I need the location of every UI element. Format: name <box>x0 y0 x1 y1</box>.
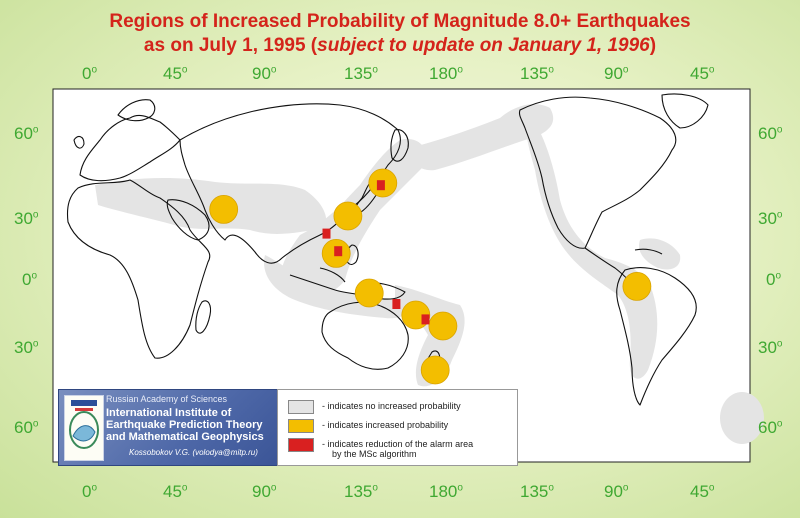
legend-label-increased: - indicates increased probability <box>322 420 449 430</box>
map-legend: - indicates no increased probability - i… <box>277 389 518 466</box>
reduction-zone-1 <box>322 228 331 239</box>
caribbean-islands-coast <box>634 248 663 255</box>
institute-emblem-icon <box>64 395 104 461</box>
lon-label-bottom-45w: 45o <box>690 482 715 501</box>
lat-label-left-60s: 60o <box>14 418 39 437</box>
lon-label-top-135e: 135o <box>344 64 378 83</box>
lon-label-bottom-180: 180o <box>429 482 463 501</box>
reduction-zone-4 <box>421 314 430 325</box>
lat-label-right-60s: 60o <box>758 418 783 437</box>
map-title-line1: Regions of Increased Probability of Magn… <box>109 11 691 32</box>
lon-label-top-135w: 135o <box>520 64 554 83</box>
arabia-coast <box>166 199 210 241</box>
lon-label-top-45w: 45o <box>690 64 715 83</box>
greenland-coast <box>661 93 709 129</box>
institute-name-line3: and Mathematical Geophysics <box>106 431 264 443</box>
kamchatka-coast <box>390 129 409 162</box>
increased-zone-0 <box>209 194 239 224</box>
europe-coast <box>79 114 181 182</box>
caribbean-belt <box>639 238 681 270</box>
africa-coast <box>66 179 211 359</box>
lon-label-top-90w: 90o <box>604 64 629 83</box>
north-america-coast <box>518 96 677 249</box>
increased-zone-6 <box>428 311 458 341</box>
madagascar-coast <box>195 300 212 334</box>
lon-label-bottom-0: 0o <box>82 482 98 501</box>
lon-label-top-45e: 45o <box>163 64 188 83</box>
lon-label-top-180: 180o <box>429 64 463 83</box>
western-americas-belt <box>526 115 658 379</box>
coastlines <box>66 93 709 406</box>
author-credit: Kossobokov V.G. (volodya@mitp.ru) <box>129 448 258 457</box>
academy-name: Russian Academy of Sciences <box>106 394 228 404</box>
increased-zone-4 <box>354 278 384 308</box>
australia-coast <box>321 301 409 370</box>
lon-label-bottom-90w: 90o <box>604 482 629 501</box>
lat-label-left-0: 0o <box>22 270 38 289</box>
lon-label-bottom-45e: 45o <box>163 482 188 501</box>
aleutian-belt <box>409 104 554 171</box>
legend-swatch-yellow <box>288 419 314 433</box>
south-sandwich-zone <box>720 392 764 444</box>
lat-label-right-30s: 30o <box>758 338 783 357</box>
legend-label-reduction-line1: - indicates reduction of the alarm area <box>322 439 474 449</box>
title-date: as on July 1, 1995 ( <box>143 35 318 56</box>
lon-label-top-0: 0o <box>82 64 98 83</box>
institute-name-line2: Earthquake Prediction Theory <box>106 419 263 431</box>
reduction-zone-3 <box>392 299 401 309</box>
alarm-reduction-zones <box>322 180 430 325</box>
lat-label-right-0: 0o <box>766 270 782 289</box>
increased-zone-8 <box>622 271 652 301</box>
lat-label-right-60n: 60o <box>758 124 783 143</box>
institute-logo-panel: Russian Academy of Sciences Internationa… <box>58 389 278 466</box>
legend-swatch-red <box>288 438 314 452</box>
title-update-note: subject to update on January 1, 1996 <box>317 35 650 56</box>
british-isles-coast <box>73 135 85 149</box>
reduction-zone-0 <box>376 180 385 191</box>
institute-name-line1: International Institute of <box>106 407 232 419</box>
legend-swatch-gray <box>288 400 314 414</box>
lon-label-top-90e: 90o <box>252 64 277 83</box>
legend-label-no-increase: - indicates no increased probability <box>322 401 461 411</box>
central-america-coast <box>584 247 629 281</box>
lon-label-bottom-135w: 135o <box>520 482 554 501</box>
increased-probability-zones <box>209 168 652 385</box>
legend-label-reduction-line2: by the MSc algorithm <box>332 449 417 459</box>
lat-label-right-30n: 30o <box>758 209 783 228</box>
lat-label-left-30s: 30o <box>14 338 39 357</box>
lat-label-left-30n: 30o <box>14 209 39 228</box>
lon-label-bottom-135e: 135o <box>344 482 378 501</box>
lat-label-left-60n: 60o <box>14 124 39 143</box>
south-america-coast <box>616 267 697 406</box>
increased-zone-2 <box>333 201 363 231</box>
reduction-zone-2 <box>334 246 343 257</box>
map-title-line2: as on July 1, 1995 (subject to update on… <box>0 34 800 58</box>
title-close-paren: ) <box>649 35 657 56</box>
scandinavia-coast <box>117 99 156 122</box>
lon-label-bottom-90e: 90o <box>252 482 277 501</box>
increased-zone-7 <box>420 355 450 385</box>
